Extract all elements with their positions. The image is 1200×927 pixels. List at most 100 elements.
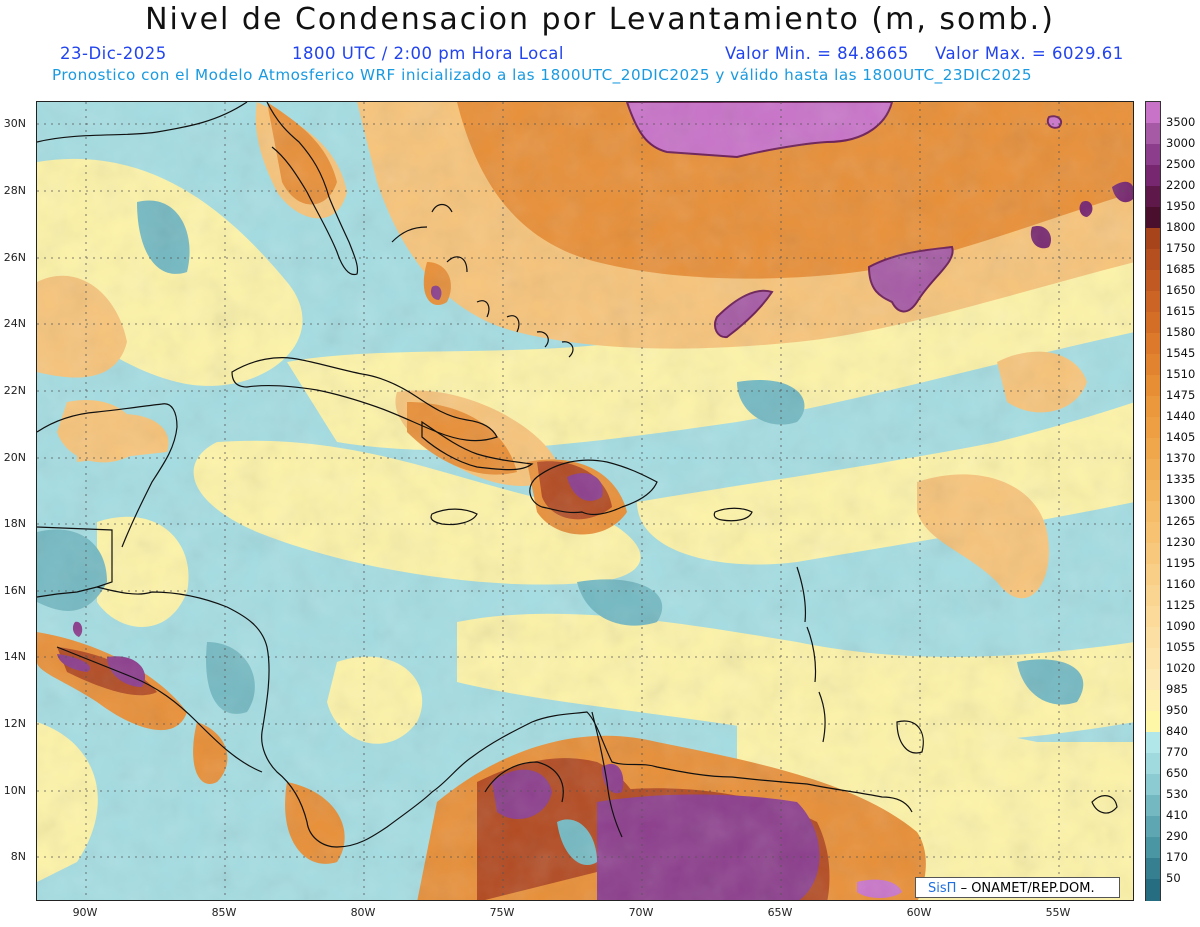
- colorbar-segment: [1146, 564, 1160, 586]
- lon-label-80w: 80W: [350, 906, 376, 919]
- colorbar-label: 1020: [1166, 661, 1196, 675]
- colorbar-segment: [1146, 375, 1160, 397]
- colorbar-label: 3000: [1166, 136, 1196, 150]
- lon-label-70w: 70W: [628, 906, 654, 919]
- colorbar-segment: [1146, 438, 1160, 460]
- colorbar-segment: [1146, 711, 1160, 733]
- colorbar-label: 1195: [1166, 556, 1196, 570]
- colorbar-label: 1685: [1166, 262, 1196, 276]
- colorbar-label: 1300: [1166, 493, 1196, 507]
- credit-box: SisΠ – ONAMET/REP.DOM.: [915, 877, 1120, 898]
- lat-label-16n: 16N: [3, 584, 26, 597]
- colorbar-segment: [1146, 753, 1160, 775]
- colorbar-segment: [1146, 501, 1160, 523]
- colorbar-segment: [1146, 816, 1160, 838]
- colorbar-label: 950: [1166, 703, 1188, 717]
- colorbar-segment: [1146, 669, 1160, 691]
- lat-label-20n: 20N: [3, 451, 26, 464]
- colorbar-label: 1950: [1166, 199, 1196, 213]
- colorbar-label: 2200: [1166, 178, 1196, 192]
- colorbar-segment: [1146, 291, 1160, 313]
- colorbar-segment: [1146, 270, 1160, 292]
- colorbar-label: 50: [1166, 871, 1181, 885]
- max-value: Valor Max. = 6029.61: [935, 44, 1124, 63]
- sispi-logo: SisΠ: [928, 881, 957, 896]
- lcl-map: [36, 101, 1134, 901]
- lat-label-26n: 26N: [3, 251, 26, 264]
- colorbar-label: 1800: [1166, 220, 1196, 234]
- colorbar-label: 1230: [1166, 535, 1196, 549]
- colorbar-label: 1580: [1166, 325, 1196, 339]
- lat-label-24n: 24N: [3, 317, 26, 330]
- colorbar-label: 1055: [1166, 640, 1196, 654]
- colorbar-segment: [1146, 627, 1160, 649]
- colorbar-label: 3500: [1166, 115, 1196, 129]
- colorbar-label: 1475: [1166, 388, 1196, 402]
- colorbar-label: 650: [1166, 766, 1188, 780]
- colorbar-label: 2500: [1166, 157, 1196, 171]
- lon-label-55w: 55W: [1045, 906, 1071, 919]
- min-value: Valor Min. = 84.8665: [725, 44, 909, 63]
- colorbar-segment: [1146, 354, 1160, 376]
- lat-label-30n: 30N: [3, 117, 26, 130]
- colorbar-segment: [1146, 858, 1160, 880]
- colorbar-segment: [1146, 144, 1160, 166]
- colorbar-segment: [1146, 333, 1160, 355]
- colorbar-label: 1545: [1166, 346, 1196, 360]
- colorbar-segment: [1146, 249, 1160, 271]
- colorbar-label: 1405: [1166, 430, 1196, 444]
- lon-label-90w: 90W: [72, 906, 98, 919]
- chart-title: Nivel de Condensacion por Levantamiento …: [145, 2, 1055, 37]
- colorbar-label: 290: [1166, 829, 1188, 843]
- colorbar-label: 985: [1166, 682, 1188, 696]
- forecast-date: 23-Dic-2025: [60, 44, 167, 63]
- colorbar-segment: [1146, 543, 1160, 565]
- colorbar-segment: [1146, 165, 1160, 187]
- colorbar-label: 1335: [1166, 472, 1196, 486]
- colorbar-segment: [1146, 228, 1160, 250]
- lat-label-12n: 12N: [3, 717, 26, 730]
- colorbar-segment: [1146, 459, 1160, 481]
- lcl-field: [37, 102, 1133, 900]
- colorbar-segment: [1146, 102, 1160, 124]
- colorbar-segment: [1146, 585, 1160, 607]
- colorbar-label: 1510: [1166, 367, 1196, 381]
- lon-label-60w: 60W: [906, 906, 932, 919]
- colorbar-segment: [1146, 396, 1160, 418]
- model-info: Pronostico con el Modelo Atmosferico WRF…: [52, 66, 1032, 84]
- lat-label-18n: 18N: [3, 517, 26, 530]
- colorbar-segment: [1146, 837, 1160, 859]
- lat-label-22n: 22N: [3, 384, 26, 397]
- colorbar: [1145, 101, 1161, 901]
- lat-label-28n: 28N: [3, 184, 26, 197]
- colorbar-label: 1615: [1166, 304, 1196, 318]
- colorbar-segment: [1146, 648, 1160, 670]
- colorbar-segment: [1146, 690, 1160, 712]
- colorbar-label: 1265: [1166, 514, 1196, 528]
- colorbar-label: 770: [1166, 745, 1188, 759]
- lon-label-75w: 75W: [489, 906, 515, 919]
- colorbar-segment: [1146, 774, 1160, 796]
- colorbar-label: 1125: [1166, 598, 1196, 612]
- credit-text: – ONAMET/REP.DOM.: [960, 881, 1095, 896]
- colorbar-label: 410: [1166, 808, 1188, 822]
- colorbar-label: 1440: [1166, 409, 1196, 423]
- lon-label-85w: 85W: [211, 906, 237, 919]
- colorbar-segment: [1146, 480, 1160, 502]
- colorbar-segment: [1146, 522, 1160, 544]
- coastlines: [37, 102, 1118, 848]
- forecast-time: 1800 UTC / 2:00 pm Hora Local: [292, 44, 564, 63]
- colorbar-label: 1650: [1166, 283, 1196, 297]
- colorbar-label: 1370: [1166, 451, 1196, 465]
- colorbar-segment: [1146, 606, 1160, 628]
- colorbar-label: 530: [1166, 787, 1188, 801]
- lat-label-10n: 10N: [3, 784, 26, 797]
- map-grid: [37, 102, 1133, 900]
- colorbar-segment: [1146, 123, 1160, 145]
- lat-label-14n: 14N: [3, 650, 26, 663]
- colorbar-segment: [1146, 186, 1160, 208]
- colorbar-label: 1750: [1166, 241, 1196, 255]
- colorbar-segment: [1146, 207, 1160, 229]
- colorbar-label: 170: [1166, 850, 1188, 864]
- colorbar-segment: [1146, 879, 1160, 901]
